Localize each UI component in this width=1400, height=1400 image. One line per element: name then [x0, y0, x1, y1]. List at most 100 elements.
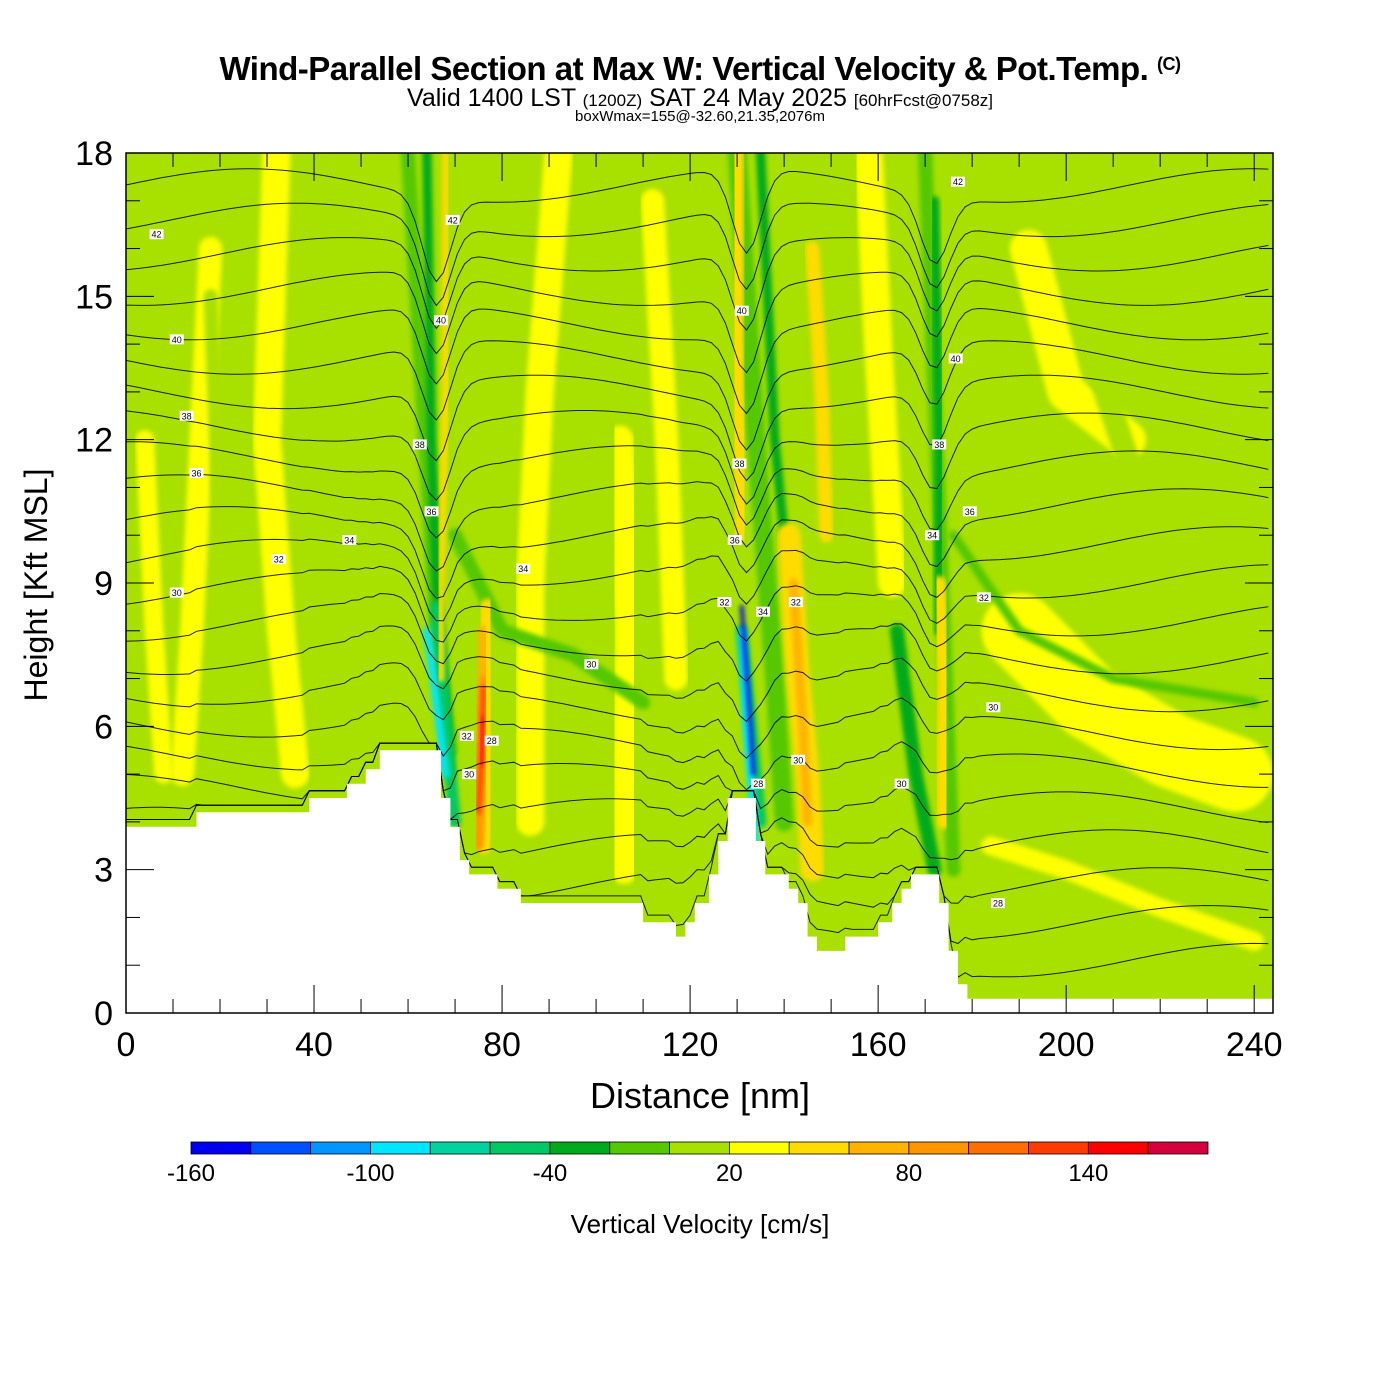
svg-text:42: 42	[152, 230, 162, 240]
svg-text:28: 28	[487, 736, 497, 746]
svg-text:42: 42	[448, 215, 458, 225]
chart-subtitle-valid: Valid 1400 LST (1200Z) SAT 24 May 2025 […	[407, 84, 993, 112]
colorbar-swatch	[1087, 1141, 1149, 1155]
colorbar-swatch	[1147, 1141, 1209, 1155]
colorbar-tick-label: 20	[716, 1160, 743, 1187]
colorbar-swatch	[609, 1141, 670, 1155]
theta-contour-4	[126, 742, 1269, 823]
theta-contour-5	[126, 702, 1269, 791]
y-tick-label: 9	[94, 565, 113, 603]
colorbar-swatch	[370, 1141, 431, 1155]
velocity-feature-9	[981, 836, 1264, 951]
velocity-feature-4	[605, 425, 644, 884]
theta-label-25: 40	[948, 353, 963, 364]
y-tick-label: 12	[75, 422, 113, 460]
theta-label-0: 42	[149, 229, 164, 240]
theta-label-32: 28	[991, 898, 1006, 909]
colorbar-label: Vertical Velocity [cm/s]	[571, 1209, 830, 1239]
theta-label-4: 34	[342, 535, 357, 546]
y-tick-label: 0	[94, 995, 113, 1033]
velocity-feature-29	[805, 241, 834, 543]
svg-text:32: 32	[979, 593, 989, 603]
theta-label-5: 32	[271, 554, 286, 565]
y-tick-label: 15	[75, 278, 113, 316]
theta-contour-17	[126, 307, 1269, 415]
colorbar-swatch	[788, 1141, 850, 1155]
x-tick-label: 160	[850, 1026, 907, 1064]
theta-label-16: 40	[734, 305, 749, 316]
theta-contour-13	[126, 441, 1269, 539]
colorbar-swatch	[908, 1141, 970, 1155]
svg-text:30: 30	[464, 770, 474, 780]
x-tick-label: 240	[1226, 1026, 1283, 1064]
theta-label-26: 38	[932, 439, 947, 450]
y-axis-label: Height [Kft MSL]	[18, 469, 54, 702]
x-tick-label: 200	[1038, 1026, 1095, 1064]
x-tick-label: 120	[662, 1026, 719, 1064]
theta-contour-15	[126, 374, 1269, 482]
velocity-feature-21	[889, 623, 942, 877]
colorbar-swatch	[669, 1141, 730, 1155]
colorbar-swatch	[968, 1141, 1029, 1155]
theta-contour-8	[126, 592, 1269, 682]
colorbar-tick-label: 140	[1068, 1160, 1108, 1187]
theta-label-18: 36	[727, 535, 742, 546]
svg-text:30: 30	[586, 660, 596, 670]
velocity-feature-2	[135, 430, 173, 784]
theta-label-3: 36	[189, 468, 204, 479]
colorbar-swatch	[549, 1141, 611, 1155]
svg-text:40: 40	[737, 306, 747, 316]
svg-text:32: 32	[274, 555, 284, 565]
velocity-feature-34	[788, 578, 813, 827]
svg-text:38: 38	[182, 411, 192, 421]
svg-text:30: 30	[897, 779, 907, 789]
svg-text:38: 38	[934, 440, 944, 450]
theta-contour-10	[126, 538, 1269, 624]
velocity-feature-24	[423, 627, 450, 778]
theta-label-31: 30	[894, 778, 909, 789]
theta-contour-21	[126, 168, 1269, 283]
svg-text:38: 38	[734, 459, 744, 469]
svg-text:36: 36	[730, 536, 740, 546]
colorbar-tick-label: -40	[533, 1160, 568, 1187]
theta-contour-6	[126, 662, 1269, 759]
theta-label-11: 38	[412, 439, 427, 450]
svg-text:32: 32	[719, 598, 729, 608]
colorbar-swatch	[1028, 1141, 1089, 1155]
svg-text:40: 40	[436, 316, 446, 326]
copyright-mark: (C)	[1157, 54, 1181, 74]
theta-label-23: 30	[791, 754, 806, 765]
velocity-feature-39	[480, 715, 485, 766]
velocity-feature-0	[252, 153, 310, 789]
y-tick-label: 6	[94, 708, 113, 746]
theta-label-7: 30	[584, 659, 599, 670]
theta-label-8: 34	[516, 563, 531, 574]
theta-label-14: 30	[462, 769, 477, 780]
theta-label-22: 28	[751, 778, 766, 789]
theta-label-13: 32	[459, 730, 474, 741]
velocity-feature-16	[727, 153, 794, 832]
svg-text:34: 34	[518, 564, 528, 574]
colorbar-swatch	[429, 1141, 491, 1155]
theta-label-6: 30	[169, 587, 184, 598]
svg-text:36: 36	[427, 507, 437, 517]
theta-label-27: 36	[962, 506, 977, 517]
svg-text:34: 34	[927, 531, 937, 541]
velocity-feature-8	[981, 593, 1273, 812]
colorbar-swatch	[190, 1141, 252, 1155]
theta-label-2: 38	[179, 410, 194, 421]
x-axis-label: Distance [nm]	[590, 1075, 810, 1116]
theta-contour-7	[126, 625, 1269, 723]
svg-text:30: 30	[988, 703, 998, 713]
svg-text:30: 30	[793, 755, 803, 765]
theta-label-19: 32	[717, 597, 732, 608]
x-tick-label: 0	[117, 1026, 136, 1064]
theta-contour-19	[126, 237, 1269, 331]
theta-label-10: 40	[433, 315, 448, 326]
velocity-feature-13	[448, 528, 651, 710]
svg-text:40: 40	[951, 354, 961, 364]
colorbar-tick-label: 80	[896, 1160, 923, 1187]
velocity-feature-3	[516, 153, 573, 836]
velocity-feature-12	[1045, 189, 1243, 595]
